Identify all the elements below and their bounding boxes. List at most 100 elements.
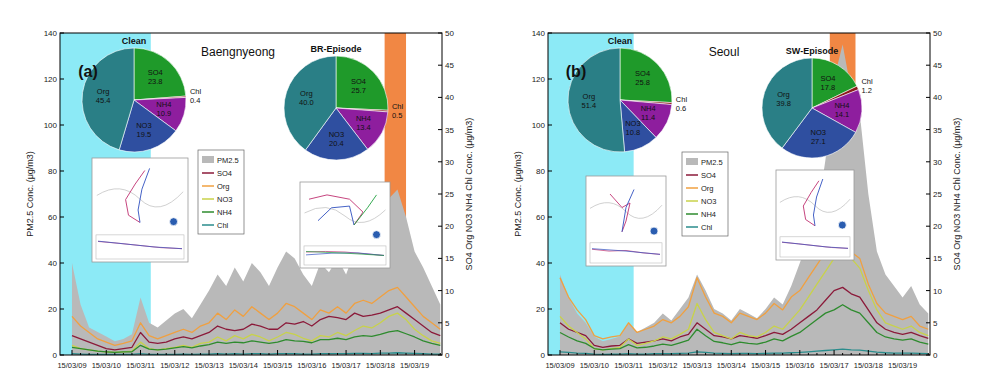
legend-label: PM2.5	[701, 158, 723, 167]
x-minor-tick	[217, 353, 218, 355]
x-minor-tick	[251, 353, 252, 355]
inset-profile-frame	[304, 246, 386, 265]
inset-profile	[98, 241, 182, 249]
x-tick	[559, 350, 560, 355]
pie-label-value: 0.6	[676, 104, 686, 113]
pie-label-name: Org	[300, 89, 313, 98]
y-tick-label: 20	[536, 305, 545, 314]
y-tick-label: 80	[48, 167, 57, 176]
pie-label-name: NH4	[641, 104, 656, 113]
plot-area	[60, 33, 440, 355]
y2-tick-label: 40	[933, 93, 942, 102]
x-minor-tick	[842, 353, 843, 355]
x-minor-tick	[286, 353, 287, 355]
y-tick	[60, 171, 64, 172]
x-minor-tick	[354, 353, 355, 355]
legend-label: PM2.5	[217, 156, 239, 165]
x-tick	[346, 350, 347, 355]
inset-frame	[586, 176, 666, 266]
y2-tick	[438, 129, 442, 130]
x-tick	[140, 350, 141, 355]
y-tick-label: 60	[536, 213, 545, 222]
x-tick-label: 15/03/09	[545, 361, 574, 370]
y-tick	[60, 263, 64, 264]
inset-profile	[592, 249, 660, 255]
x-minor-tick	[654, 353, 655, 355]
x-minor-tick	[919, 353, 920, 355]
y2-tick	[926, 194, 930, 195]
y2-tick	[926, 258, 930, 259]
y-tick-label: 120	[532, 75, 546, 84]
y-tick	[60, 79, 64, 80]
y2-axis-label: SO4 Org NO3 NH4 Chl Conc. (μg/m3)	[952, 118, 962, 271]
x-minor-tick	[397, 353, 398, 355]
y2-tick-label: 0	[445, 351, 450, 360]
y-tick-label: 100	[532, 121, 546, 130]
x-minor-tick	[568, 353, 569, 355]
x-tick	[697, 350, 698, 355]
y-tick	[60, 125, 64, 126]
pie-label-name: SO4	[820, 74, 835, 83]
trajectory-map-inset	[300, 182, 390, 268]
x-tick	[662, 350, 663, 355]
x-tick	[731, 350, 732, 355]
legend-swatch	[202, 185, 214, 187]
x-tick	[414, 350, 415, 355]
legend: PM2.5SO4OrgNO3NH4Chl	[682, 152, 728, 236]
plot-frame	[548, 33, 930, 355]
species-line	[72, 353, 440, 355]
x-minor-tick	[80, 353, 81, 355]
y2-tick	[438, 194, 442, 195]
pie-label-name: Org	[583, 92, 596, 101]
x-tick-label: 15/03/11	[126, 361, 155, 370]
x-minor-tick	[157, 353, 158, 355]
y2-tick	[926, 65, 930, 66]
y2-tick-label: 15	[445, 254, 454, 263]
y-tick	[548, 355, 552, 356]
x-minor-tick	[928, 353, 929, 355]
x-minor-tick	[123, 353, 124, 355]
inset-profile-frame	[780, 237, 850, 257]
x-minor-tick	[268, 353, 269, 355]
species-line	[72, 307, 440, 350]
legend-swatch	[202, 198, 214, 200]
legend-label: Chl	[217, 221, 229, 230]
y2-tick	[438, 322, 442, 323]
pie-label-name: Org	[97, 87, 110, 96]
y2-tick-label: 20	[445, 222, 454, 231]
x-minor-tick	[226, 353, 227, 355]
legend-label: SO4	[701, 171, 716, 180]
x-minor-tick	[406, 353, 407, 355]
x-minor-tick	[200, 353, 201, 355]
x-minor-tick	[859, 353, 860, 355]
inset-profile	[782, 242, 848, 248]
y2-tick	[438, 226, 442, 227]
inset-frame	[300, 182, 390, 268]
inset-trajectory	[126, 170, 145, 222]
pie-label-value: 25.8	[635, 78, 650, 87]
pie-label-value: 51.4	[582, 101, 597, 110]
legend-label: NO3	[217, 195, 232, 204]
inset-logo	[838, 221, 846, 229]
x-minor-tick	[303, 353, 304, 355]
pie-label-value: 0.5	[392, 111, 402, 120]
legend-label: NH4	[217, 208, 232, 217]
y-tick	[548, 33, 552, 34]
x-minor-tick	[328, 353, 329, 355]
inset-profile-frame	[590, 243, 662, 263]
inset-frame	[776, 170, 854, 260]
x-minor-tick	[114, 353, 115, 355]
y2-tick-label: 20	[933, 222, 942, 231]
x-tick-label: 15/03/13	[682, 361, 711, 370]
x-minor-tick	[885, 353, 886, 355]
legend-label: Chl	[701, 223, 713, 232]
x-minor-tick	[748, 353, 749, 355]
pie-label-name: NO3	[136, 121, 151, 130]
y2-tick-label: 15	[933, 254, 942, 263]
x-minor-tick	[423, 353, 424, 355]
x-tick	[594, 350, 595, 355]
inset-logo	[650, 227, 658, 235]
plot-frame	[60, 33, 442, 355]
y-tick	[548, 309, 552, 310]
x-tick	[71, 350, 72, 355]
